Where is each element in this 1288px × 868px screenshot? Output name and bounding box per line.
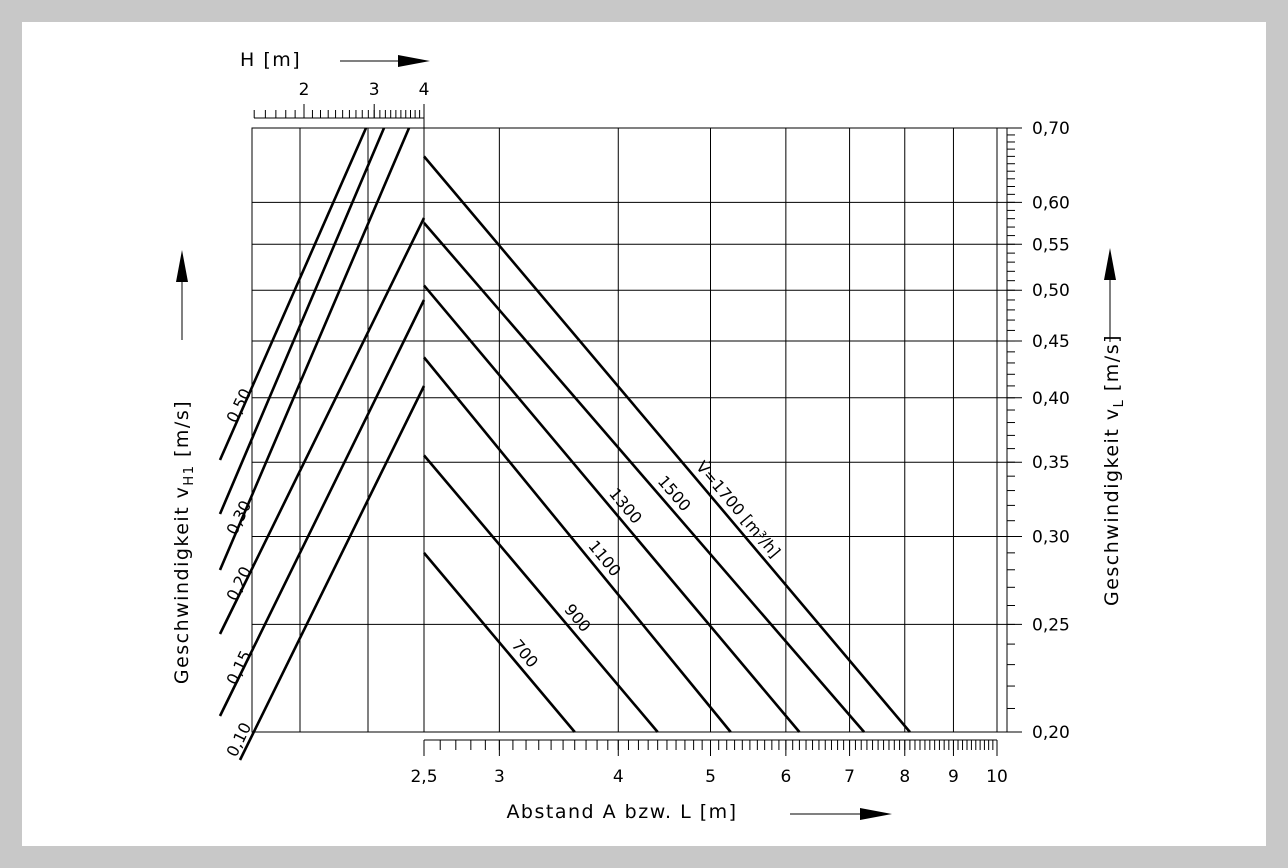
left-curve-label: 0,15	[223, 647, 256, 687]
nomogram-chart: 2,5 3 4 5 6 7 8 9 10 Abstand A bzw. L [m] 2 3 4 H [m]…	[171, 49, 1127, 823]
series-label-900: 900	[560, 600, 594, 636]
x-tick-label: 4	[613, 767, 624, 787]
top-tick-label: 2	[299, 80, 310, 100]
series-line-1100	[422, 356, 732, 733]
x-tick-label: 8	[899, 767, 910, 787]
series-line-1700	[423, 155, 911, 733]
y-tick-label: 0,60	[1032, 193, 1070, 213]
y-right-arrow-head	[1104, 248, 1116, 280]
series-line-1500	[423, 221, 866, 733]
plot-border	[251, 127, 998, 733]
top-tick-label: 4	[419, 80, 430, 100]
y-right-unit: [m/s]	[1101, 334, 1123, 399]
transfer-line	[218, 217, 426, 635]
x-tick-label: 2,5	[410, 767, 437, 787]
y-left-arrow-head	[176, 250, 188, 282]
y-tick-label: 0,55	[1032, 235, 1070, 255]
y-tick-label: 0,35	[1032, 453, 1070, 473]
x-axis-arrow-head	[860, 808, 892, 820]
series-line-700	[423, 552, 576, 733]
top-axis-arrow-head	[398, 55, 430, 67]
x-tick-label: 10	[986, 767, 1008, 787]
chart-frame: 2,5 3 4 5 6 7 8 9 10 Abstand A bzw. L [m] 2 3 4 H [m]…	[22, 22, 1266, 846]
x-tick-label: 5	[705, 767, 716, 787]
series-line-1300	[423, 284, 801, 733]
y-right-axis-title: Geschwindigkeit vL [m/s]	[1101, 334, 1127, 606]
y-left-axis-title: Geschwindigkeit vH1 [m/s]	[171, 400, 197, 684]
left-curve-label: 0,30	[223, 497, 256, 537]
y-tick-label: 0,40	[1032, 389, 1070, 409]
y-right-subscript: L	[1112, 399, 1127, 408]
transfer-line	[238, 385, 426, 761]
series-label-1500: 1500	[654, 472, 695, 515]
y-left-unit: [m/s]	[171, 400, 193, 465]
x-tick-label: 3	[494, 767, 505, 787]
y-tick-label: 0,70	[1032, 119, 1070, 139]
left-curve-label: 0,20	[223, 563, 256, 603]
y-tick-label: 0,20	[1032, 723, 1070, 743]
series-label-1700: V̇=1700 [m³/h]	[692, 457, 784, 561]
y-tick-label: 0,30	[1032, 528, 1070, 548]
left-curve-label: 0,50	[223, 385, 256, 425]
series-line-900	[423, 454, 659, 733]
series-label-1300: 1300	[605, 484, 646, 527]
x-tick-label: 7	[844, 767, 855, 787]
y-tick-label: 0,50	[1032, 281, 1070, 301]
y-tick-label: 0,25	[1032, 615, 1070, 635]
transfer-line	[218, 127, 386, 515]
series-label-1100: 1100	[584, 537, 624, 581]
x-tick-label: 9	[948, 767, 959, 787]
y-left-subscript: H1	[182, 465, 197, 486]
x-tick-label: 6	[780, 767, 791, 787]
y-tick-label: 0,45	[1032, 332, 1070, 352]
transfer-line	[218, 127, 368, 461]
series-label-700: 700	[508, 636, 542, 672]
transfer-line	[218, 127, 411, 571]
top-axis-title: H [m]	[240, 49, 301, 71]
x-axis-title: Abstand A bzw. L [m]	[506, 801, 737, 823]
top-tick-label: 3	[369, 80, 380, 100]
transfer-line	[218, 299, 426, 717]
